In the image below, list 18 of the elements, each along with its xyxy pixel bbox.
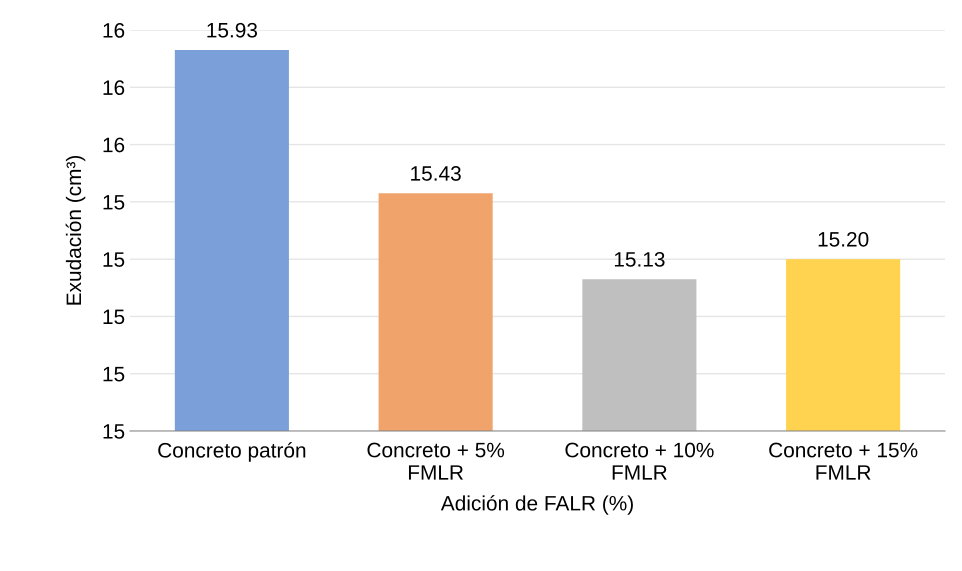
data-label: 15.93 bbox=[207, 22, 258, 38]
data-label: 15.20 bbox=[818, 232, 868, 247]
data-label: 15.13 bbox=[614, 252, 665, 267]
data-label: 15.43 bbox=[411, 166, 461, 181]
x-axis-title: Adición de FALR (%) bbox=[440, 495, 633, 515]
x-tick-label: Concreto + 15% FMLR bbox=[769, 442, 918, 480]
y-tick-label: 15 bbox=[104, 424, 124, 439]
y-tick-label: 15 bbox=[104, 195, 124, 210]
y-tick-label: 15 bbox=[104, 366, 124, 382]
y-tick-label: 16 bbox=[104, 138, 124, 152]
y-tick-label: 16 bbox=[104, 80, 124, 96]
y-tick-label: 16 bbox=[104, 23, 124, 38]
y-tick-label: 15 bbox=[104, 252, 124, 267]
y-axis-title: Exudación (cm³) bbox=[66, 156, 86, 305]
y-tick-label: 15 bbox=[104, 310, 124, 324]
x-tick-label: Concreto + 5% FMLR bbox=[367, 442, 504, 480]
x-tick-label: Concreto + 10% FMLR bbox=[565, 442, 714, 480]
x-tick-label: Concreto patrón bbox=[158, 442, 306, 462]
